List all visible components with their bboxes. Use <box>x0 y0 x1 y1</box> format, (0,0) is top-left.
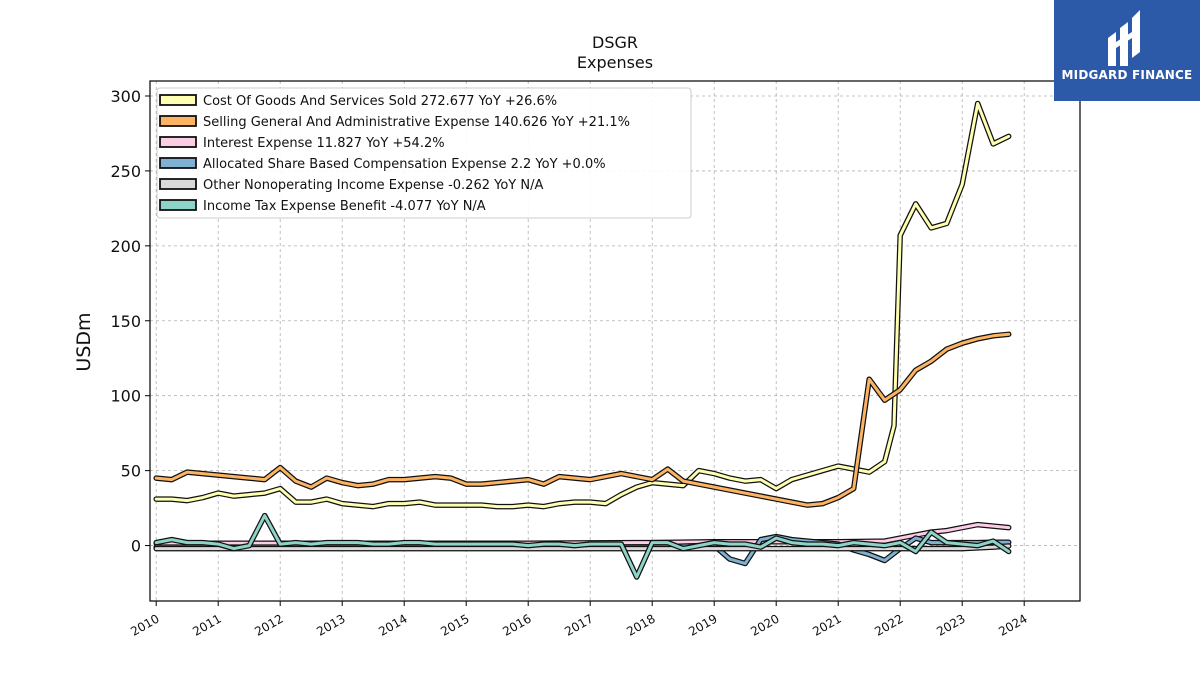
legend-entry: Cost Of Goods And Services Sold 272.677 … <box>203 94 557 109</box>
legend-entry: Income Tax Expense Benefit -4.077 YoY N/… <box>203 199 486 214</box>
x-tick-label: 2016 <box>500 611 533 638</box>
x-tick-label: 2020 <box>748 611 781 638</box>
chart-subtitle: Expenses <box>577 53 653 72</box>
x-tick-label: 2019 <box>686 611 719 638</box>
legend-swatch <box>159 199 197 211</box>
series-line <box>154 332 1011 507</box>
x-tick-label: 2021 <box>810 611 843 638</box>
x-tick-label: 2015 <box>438 611 471 638</box>
x-tick-label: 2013 <box>314 611 347 638</box>
legend-swatch <box>159 136 197 148</box>
legend-swatch <box>159 178 197 190</box>
legend: Cost Of Goods And Services Sold 272.677 … <box>156 87 692 219</box>
logo-text: MIDGARD FINANCE <box>1061 68 1193 82</box>
x-tick-label: 2022 <box>872 611 905 638</box>
midgard-logo-icon <box>1108 10 1140 66</box>
x-tick-label: 2014 <box>376 611 409 638</box>
x-tick-label: 2017 <box>562 611 595 638</box>
x-tick-label: 2024 <box>996 611 1029 638</box>
y-tick-label: 50 <box>121 462 141 481</box>
legend-entry: Selling General And Administrative Expen… <box>203 115 630 130</box>
x-tick-label: 2018 <box>624 611 657 638</box>
y-tick-label: 100 <box>110 387 141 406</box>
series-line <box>154 102 1011 509</box>
legend-box <box>156 87 692 219</box>
legend-entry: Other Nonoperating Income Expense -0.262… <box>203 178 543 193</box>
legend-swatch <box>159 94 197 106</box>
y-tick-label: 0 <box>131 537 141 556</box>
y-axis-label: USDm <box>73 312 95 371</box>
midgard-finance-logo: MIDGARD FINANCE <box>1054 0 1200 101</box>
legend-entry: Interest Expense 11.827 YoY +54.2% <box>203 136 445 151</box>
x-tick-label: 2023 <box>934 611 967 638</box>
grid-lines <box>150 81 1080 601</box>
chart-title: DSGR <box>592 33 638 52</box>
series-lines <box>153 100 1012 580</box>
legend-entry: Allocated Share Based Compensation Expen… <box>203 157 606 172</box>
series-line <box>154 514 1011 579</box>
y-tick-label: 300 <box>110 87 141 106</box>
legend-swatch <box>159 115 197 127</box>
legend-swatch <box>159 157 197 169</box>
plot-frame <box>149 80 1081 602</box>
x-tick-label: 2012 <box>252 611 285 638</box>
x-tick-label: 2011 <box>190 611 223 638</box>
y-tick-label: 250 <box>110 162 141 181</box>
y-tick-label: 200 <box>110 237 141 256</box>
y-tick-label: 150 <box>110 312 141 331</box>
x-tick-label: 2010 <box>128 611 161 638</box>
